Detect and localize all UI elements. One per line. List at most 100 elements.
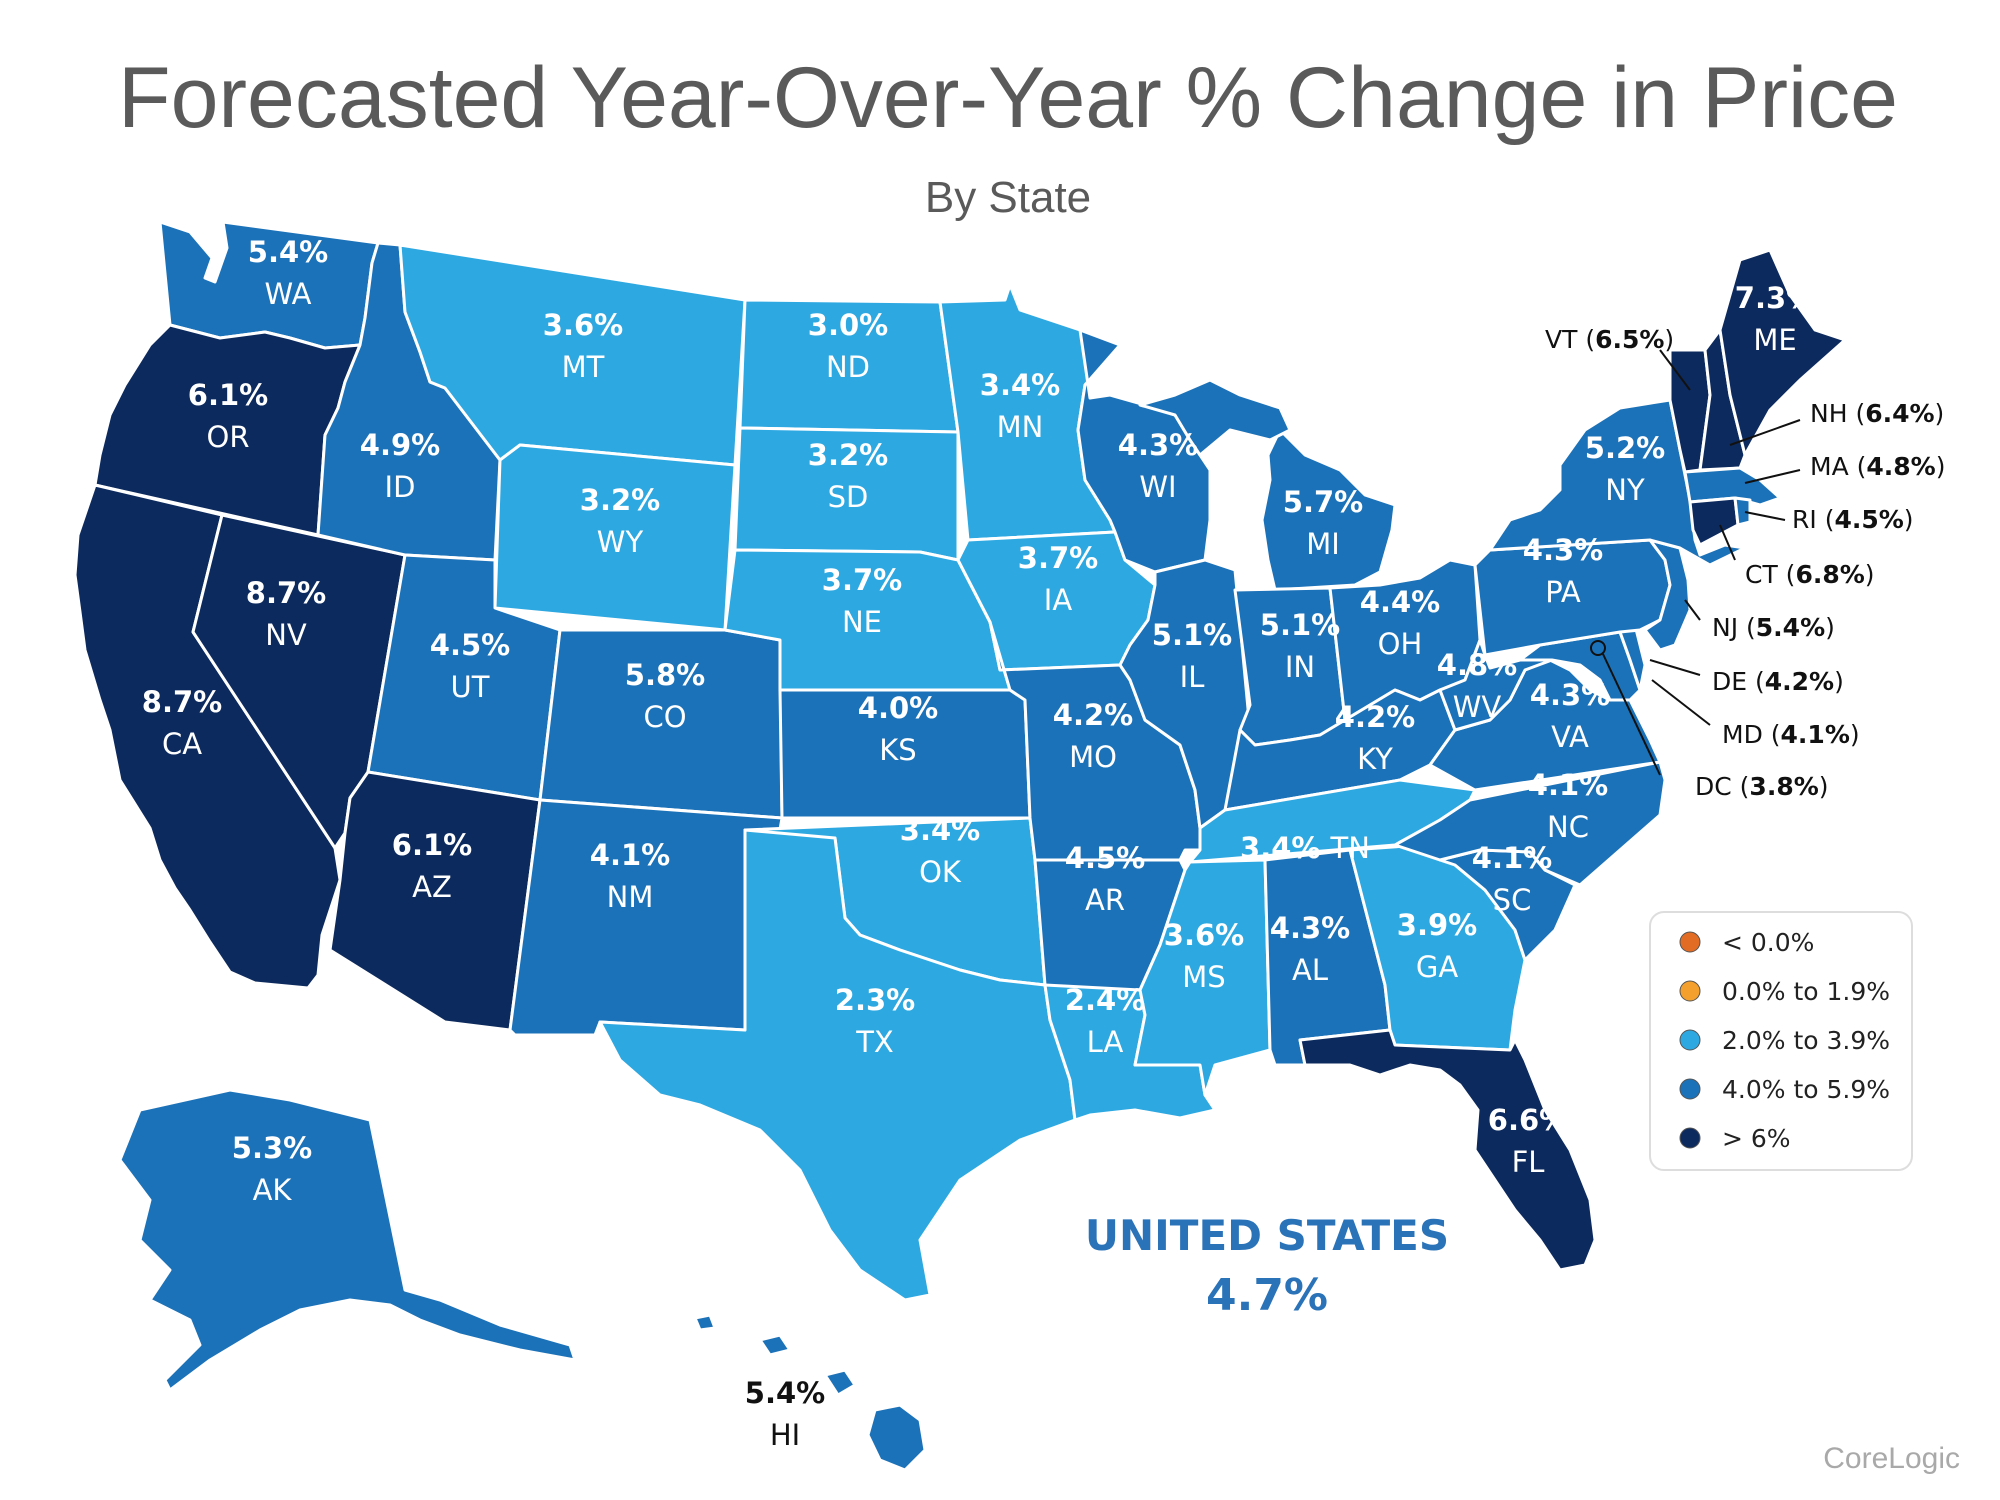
state-shape-hi[interactable]: [866, 1403, 927, 1472]
state-abbr-sd: SD: [828, 480, 869, 514]
state-shape-hi-kauai[interactable]: [693, 1313, 717, 1332]
callout-nj: NJ (5.4%): [1712, 613, 1835, 642]
state-value-co: 5.8%: [625, 658, 705, 692]
state-abbr-nd: ND: [826, 350, 870, 384]
page-title: Forecasted Year-Over-Year % Change in Pr…: [118, 50, 1898, 146]
callout-ma: MA (4.8%): [1810, 452, 1945, 481]
state-shape-hi-maui[interactable]: [823, 1368, 857, 1397]
state-abbr-nm: NM: [607, 880, 654, 914]
state-shape-ri[interactable]: [1733, 496, 1752, 527]
state-shape-nj[interactable]: [1643, 538, 1692, 652]
state-shape-ak[interactable]: [118, 1088, 577, 1392]
state-abbr-fl: FL: [1512, 1145, 1545, 1179]
state-labels: 5.4% WA 6.1% OR 8.7% CA 8.7% NV 4.9% ID 3.6% MT 3.2%…: [142, 235, 1815, 1452]
state-abbr-ks: KS: [879, 733, 916, 767]
state-value-ca: 8.7%: [142, 685, 222, 719]
legend-label: < 0.0%: [1722, 928, 1814, 957]
state-value-ms: 3.6%: [1164, 918, 1244, 952]
state-value-tn: 3.4%: [1240, 831, 1331, 865]
state-abbr-va: VA: [1551, 720, 1589, 754]
state-abbr-id: ID: [385, 470, 416, 504]
state-value-me: 7.3%: [1735, 281, 1815, 315]
state-value-wa: 5.4%: [248, 235, 328, 269]
state-value-fl: 6.6%: [1488, 1103, 1568, 1137]
state-abbr-sc: SC: [1493, 883, 1532, 917]
state-value-tx: 2.3%: [835, 983, 915, 1017]
legend-swatch: [1679, 1029, 1701, 1051]
state-value-mt: 3.6%: [543, 308, 623, 342]
state-value-ak: 5.3%: [232, 1131, 312, 1165]
state-value-mn: 3.4%: [980, 368, 1060, 402]
state-abbr-in: IN: [1285, 650, 1315, 684]
dc-marker: [1590, 640, 1606, 656]
callout-leader-ct: [1719, 524, 1736, 561]
state-value-mo: 4.2%: [1053, 698, 1133, 732]
national-value: 4.7%: [1206, 1270, 1328, 1321]
state-value-ia: 3.7%: [1018, 541, 1098, 575]
state-shape-mi[interactable]: [1260, 428, 1397, 592]
state-abbr-ms: MS: [1182, 960, 1225, 994]
state-abbr-ca: CA: [162, 727, 202, 761]
state-value-nm: 4.1%: [590, 838, 670, 872]
state-shape-fl[interactable]: [1298, 1028, 1597, 1272]
callout-de: DE (4.2%): [1712, 667, 1844, 696]
state-value-va: 4.3%: [1530, 678, 1610, 712]
state-value-mi: 5.7%: [1283, 485, 1363, 519]
state-shape-ct[interactable]: [1688, 496, 1740, 547]
state-abbr-oh: OH: [1378, 627, 1423, 661]
state-abbr-co: CO: [643, 700, 686, 734]
state-abbr-mt: MT: [562, 350, 605, 384]
state-shape-nc[interactable]: [1393, 760, 1667, 887]
state-shape-ca[interactable]: [73, 483, 342, 990]
callout-leader-nh: [1729, 419, 1801, 446]
source-credit: CoreLogic: [1823, 1442, 1960, 1475]
state-value-ks: 4.0%: [858, 691, 938, 725]
state-abbr-wy: WY: [597, 525, 644, 559]
state-value-sd: 3.2%: [808, 438, 888, 472]
callout-nh: NH (6.4%): [1810, 399, 1944, 428]
callout-vt: VT (6.5%): [1545, 325, 1674, 354]
legend-swatch: [1679, 1078, 1701, 1100]
state-value-ne: 3.7%: [822, 563, 902, 597]
state-abbr-nc: NC: [1547, 810, 1589, 844]
state-abbr-ga: GA: [1416, 950, 1458, 984]
state-value-or: 6.1%: [188, 378, 268, 412]
callout-leader-md: [1651, 679, 1711, 726]
state-value-wv: 4.8%: [1437, 648, 1517, 682]
state-value-nv: 8.7%: [246, 576, 326, 610]
callout-dc: DC (3.8%): [1695, 772, 1829, 801]
callout-leader-ri: [1744, 511, 1786, 521]
legend-label: 2.0% to 3.9%: [1722, 1026, 1890, 1055]
state-shape-mi-upper[interactable]: [1138, 378, 1292, 457]
state-value-ky: 4.2%: [1335, 700, 1415, 734]
state-value-ut: 4.5%: [430, 628, 510, 662]
state-abbr-la: LA: [1087, 1025, 1124, 1059]
state-shape-me[interactable]: [1718, 248, 1847, 457]
state-abbr-or: OR: [207, 420, 250, 454]
legend-box: [1649, 911, 1913, 1171]
state-value-in: 5.1%: [1260, 608, 1340, 642]
legend-swatch: [1679, 1127, 1701, 1149]
state-shape-wy[interactable]: [493, 443, 737, 632]
legend-label: 0.0% to 1.9%: [1722, 977, 1890, 1006]
state-shape-hi-oahu[interactable]: [758, 1333, 792, 1357]
state-abbr-mn: MN: [997, 410, 1044, 444]
state-abbr-me: ME: [1753, 323, 1796, 357]
state-value-ga: 3.9%: [1397, 908, 1477, 942]
small-state-callouts: VT (6.5%) NH (6.4%) MA (4.8%) RI (4.5%) …: [1545, 325, 1945, 801]
state-abbr-pa: PA: [1545, 575, 1581, 609]
state-shape-mt[interactable]: [398, 243, 747, 467]
state-abbr-ny: NY: [1605, 473, 1645, 507]
state-abbr-tx: TX: [855, 1025, 894, 1059]
state-shape-nm[interactable]: [508, 798, 784, 1037]
state-value-wi: 4.3%: [1118, 428, 1198, 462]
callout-leader-vt: [1659, 349, 1691, 391]
state-abbr-ky: KY: [1357, 742, 1393, 776]
national-label: UNITED STATES: [1085, 1211, 1449, 1260]
state-abbr-tn: TN: [1330, 831, 1370, 865]
legend-label: > 6%: [1722, 1124, 1791, 1153]
page-subtitle: By State: [925, 173, 1091, 222]
state-shape-tx[interactable]: [598, 828, 1077, 1302]
legend-label: 4.0% to 5.9%: [1722, 1075, 1890, 1104]
